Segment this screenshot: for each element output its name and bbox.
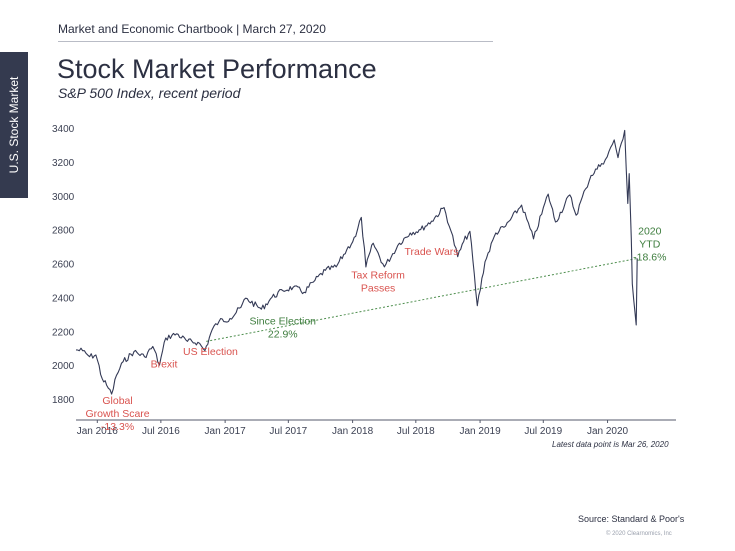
latest-data-note: Latest data point is Mar 26, 2020	[552, 440, 669, 449]
annotation-line: Growth Scare	[85, 408, 149, 420]
sp500-series-line	[75, 129, 638, 395]
x-tick-label: Jul 2017	[269, 426, 307, 437]
x-tick-label: Jan 2020	[587, 426, 629, 437]
y-axis-ticks: 1800 2000 2200 2400 2600 2800 3000 3200 3400	[52, 124, 75, 406]
annotation-line: -18.6%	[633, 252, 666, 264]
y-tick-label: 2600	[52, 260, 75, 271]
annotation-label: Global Growth Scare -13.3%	[85, 395, 149, 433]
source-note: Source: Standard & Poor's	[578, 514, 685, 524]
annotation-label: 2020 YTD -18.6%	[633, 226, 666, 264]
x-tick-label: Jan 2018	[332, 426, 374, 437]
annotation-line: 2020	[638, 226, 662, 238]
annotation-line: Brexit	[151, 359, 178, 371]
copyright-note: © 2020 Clearnomics, Inc	[606, 531, 672, 537]
annotation-label: Tax Reform Passes	[351, 270, 405, 295]
annotation-line: Global	[102, 395, 132, 407]
annotation-label: Since Election 22.9%	[249, 315, 316, 340]
y-tick-label: 2000	[52, 361, 75, 372]
annotation-line: 22.9%	[268, 328, 298, 340]
annotation-line: US Election	[183, 346, 238, 358]
event-annotations: Global Growth Scare -13.3% Brexit US Electio…	[85, 226, 666, 433]
x-tick-label: Jan 2019	[459, 426, 501, 437]
x-axis-ticks: Jan 2016 Jul 2016 Jan 2017 Jul 2017 Jan 2018…	[77, 420, 629, 437]
chartbook-header: Market and Economic Chartbook | March 27…	[58, 22, 326, 36]
x-tick-label: Jul 2016	[142, 426, 180, 437]
y-tick-label: 3200	[52, 158, 75, 169]
y-tick-label: 1800	[52, 395, 75, 406]
x-tick-label: Jul 2018	[397, 426, 435, 437]
annotation-line: Passes	[361, 283, 395, 295]
x-tick-label: Jan 2017	[205, 426, 247, 437]
header-divider	[58, 41, 493, 42]
chart-title: Stock Market Performance	[57, 54, 377, 84]
annotation-label: Brexit	[151, 359, 178, 371]
y-tick-label: 2200	[52, 327, 75, 338]
x-tick-label: Jul 2019	[524, 426, 562, 437]
annotation-label: Trade Wars	[404, 246, 458, 258]
y-tick-label: 2800	[52, 226, 75, 237]
since-election-trend-line	[206, 257, 638, 342]
annotation-label: US Election	[183, 346, 238, 358]
annotation-line: YTD	[639, 239, 660, 251]
annotation-line: Tax Reform	[351, 270, 405, 282]
annotation-line: Since Election	[249, 315, 316, 327]
annotation-line: Trade Wars	[404, 246, 458, 258]
x-tick-label: Jan 2016	[77, 426, 119, 437]
chart-subtitle: S&P 500 Index, recent period	[58, 85, 241, 101]
annotation-line: -13.3%	[101, 421, 134, 433]
y-tick-label: 2400	[52, 293, 75, 304]
section-tab	[0, 52, 28, 198]
y-tick-label: 3400	[52, 124, 75, 135]
y-tick-label: 3000	[52, 192, 75, 203]
